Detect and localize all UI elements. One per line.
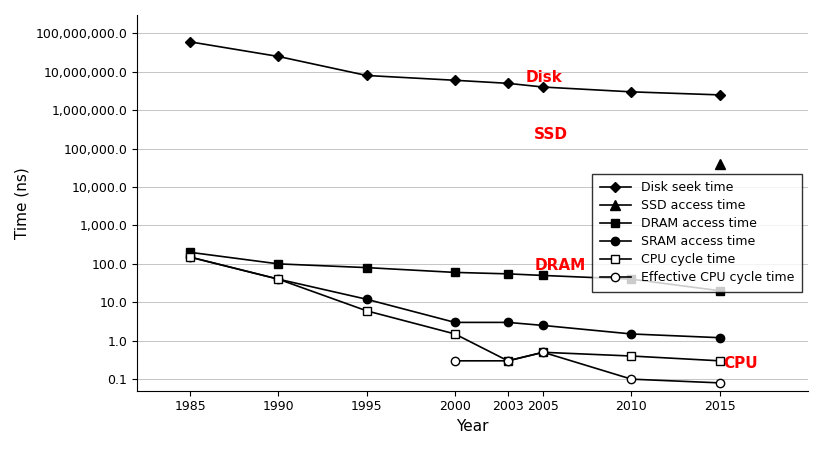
DRAM access time [626,277,636,282]
CPU cycle time [185,255,195,260]
Effective CPU cycle time [715,380,725,386]
SRAM access time [362,297,372,302]
SRAM access time [273,277,283,282]
Disk seek time [503,81,513,86]
CPU cycle time [626,353,636,359]
Line: Disk seek time: Disk seek time [187,38,723,98]
SRAM access time [626,331,636,337]
CPU cycle time [273,277,283,282]
Disk seek time [450,78,460,83]
DRAM access time [185,250,195,255]
DRAM access time [715,288,725,294]
X-axis label: Year: Year [456,419,489,434]
SRAM access time [503,320,513,325]
Disk seek time [273,54,283,59]
Legend: Disk seek time, SSD access time, DRAM access time, SRAM access time, CPU cycle t: Disk seek time, SSD access time, DRAM ac… [592,174,802,292]
Effective CPU cycle time [450,358,460,364]
CPU cycle time [538,350,548,355]
Y-axis label: Time (ns): Time (ns) [15,167,30,239]
Line: Effective CPU cycle time: Effective CPU cycle time [451,348,724,387]
Disk seek time [185,39,195,44]
CPU cycle time [715,358,725,364]
CPU cycle time [503,358,513,364]
Line: DRAM access time: DRAM access time [186,248,724,295]
CPU cycle time [362,308,372,313]
Disk seek time [362,73,372,78]
Line: SRAM access time: SRAM access time [186,253,724,342]
DRAM access time [503,271,513,277]
DRAM access time [273,261,283,267]
DRAM access time [450,270,460,275]
DRAM access time [362,265,372,270]
Disk seek time [715,92,725,97]
Text: Disk: Disk [526,70,562,85]
Text: SSD: SSD [534,127,569,142]
CPU cycle time [450,331,460,337]
Disk seek time [626,89,636,95]
SRAM access time [715,335,725,340]
SRAM access time [185,255,195,260]
Effective CPU cycle time [538,350,548,355]
Text: CPU: CPU [723,356,758,370]
Disk seek time [538,84,548,90]
DRAM access time [538,273,548,278]
Effective CPU cycle time [626,376,636,382]
SRAM access time [450,320,460,325]
Line: CPU cycle time: CPU cycle time [186,253,724,365]
Text: DRAM: DRAM [534,258,586,273]
Effective CPU cycle time [503,358,513,364]
SRAM access time [538,323,548,328]
